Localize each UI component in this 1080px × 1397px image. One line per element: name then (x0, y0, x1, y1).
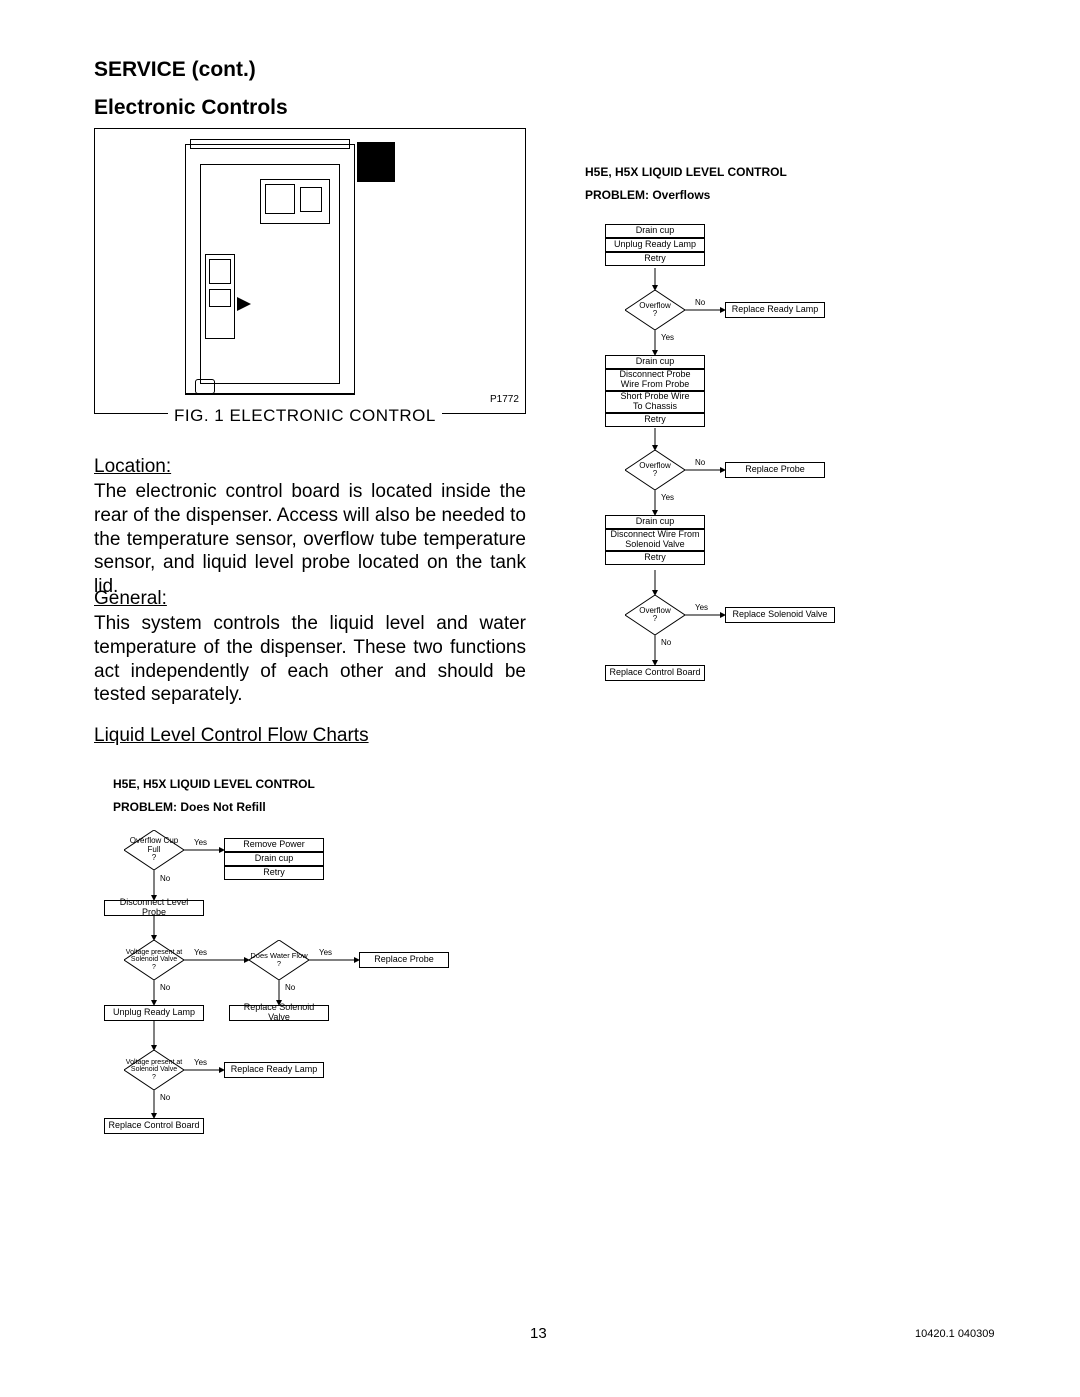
fc1-b1c: Retry (224, 866, 324, 880)
fc2-lines (560, 210, 980, 710)
fc2-d3: Overflow ? (625, 595, 685, 635)
fc2-b3: Replace Solenoid Valve (725, 607, 835, 623)
fc1-b2: Disconnect Level Probe (104, 900, 204, 916)
fc2-l-yes1: Yes (661, 333, 674, 342)
fc2-l-no2: No (695, 458, 705, 467)
fc1-b6: Replace Ready Lamp (224, 1062, 324, 1078)
fc1-l-no1: No (160, 874, 170, 883)
fc1-l-yes2: Yes (194, 948, 207, 957)
para-location: The electronic control board is located … (94, 480, 526, 599)
heading-general: General: (94, 588, 167, 610)
fc2-s1b: Unplug Ready Lamp (605, 238, 705, 252)
fc2-s1a: Drain cup (605, 224, 705, 238)
fc1-l-yes1: Yes (194, 838, 207, 847)
fc1-b1b: Drain cup (224, 852, 324, 866)
fc2-l-yes3: Yes (695, 603, 708, 612)
figure-code: P1772 (490, 394, 519, 405)
fc2-l-no1: No (695, 298, 705, 307)
figure-box (94, 128, 526, 414)
fc1-b4: Unplug Ready Lamp (104, 1005, 204, 1021)
fc1-d3: Does Water Flow ? (249, 940, 309, 980)
fc1-l-yes4: Yes (194, 1058, 207, 1067)
fc2-s2d: Retry (605, 413, 705, 427)
fc1-title2: PROBLEM: Does Not Refill (113, 800, 266, 814)
machine-sketch (105, 139, 515, 393)
fc2-s3b: Disconnect Wire From Solenoid Valve (605, 529, 705, 551)
heading-service: SERVICE (cont.) (94, 58, 256, 82)
fc1-l-no4: No (160, 1093, 170, 1102)
flowchart-1: Overflow Cup Full ? Yes No Remove Power … (94, 820, 526, 1160)
heading-electronic-controls: Electronic Controls (94, 96, 288, 120)
fc2-s1c: Retry (605, 252, 705, 266)
flowchart-2: Drain cup Unplug Ready Lamp Retry Overfl… (560, 210, 980, 710)
fc1-d2: Voltage present at Solenoid Valve ? (124, 940, 184, 980)
fc2-s3c: Retry (605, 551, 705, 565)
para-general: This system controls the liquid level an… (94, 612, 526, 707)
fc1-b7: Replace Control Board (104, 1118, 204, 1134)
fc2-s3a: Drain cup (605, 515, 705, 529)
fc2-l-no3: No (661, 638, 671, 647)
fc2-l-yes2: Yes (661, 493, 674, 502)
figure-caption: FIG. 1 ELECTRONIC CONTROL (168, 406, 442, 426)
fc2-b2: Replace Probe (725, 462, 825, 478)
fc1-l-no2: No (160, 983, 170, 992)
fc2-title2: PROBLEM: Overflows (585, 188, 710, 202)
page-number: 13 (530, 1325, 547, 1342)
fc2-b1: Replace Ready Lamp (725, 302, 825, 318)
page: SERVICE (cont.) Electronic Controls (0, 0, 1080, 1397)
fc2-b4: Replace Control Board (605, 665, 705, 681)
fc1-b5: Replace Solenoid Valve (229, 1005, 329, 1021)
fc2-s2c: Short Probe Wire To Chassis (605, 391, 705, 413)
heading-flowcharts: Liquid Level Control Flow Charts (94, 725, 369, 747)
fc2-d2: Overflow ? (625, 450, 685, 490)
fc2-s2a: Drain cup (605, 355, 705, 369)
fc1-d4: Voltage present at Solenoid Valve ? (124, 1050, 184, 1090)
fc1-b1a: Remove Power (224, 838, 324, 852)
fc1-l-no3: No (285, 983, 295, 992)
fc1-d1: Overflow Cup Full ? (124, 830, 184, 870)
fc2-title1: H5E, H5X LIQUID LEVEL CONTROL (585, 165, 787, 179)
fc1-title1: H5E, H5X LIQUID LEVEL CONTROL (113, 777, 315, 791)
fc1-b3: Replace Probe (359, 952, 449, 968)
fc1-l-yes3: Yes (319, 948, 332, 957)
fc2-d1: Overflow ? (625, 290, 685, 330)
heading-location: Location: (94, 456, 171, 478)
fc2-s2b: Disconnect Probe Wire From Probe (605, 369, 705, 391)
doc-id: 10420.1 040309 (915, 1328, 995, 1340)
